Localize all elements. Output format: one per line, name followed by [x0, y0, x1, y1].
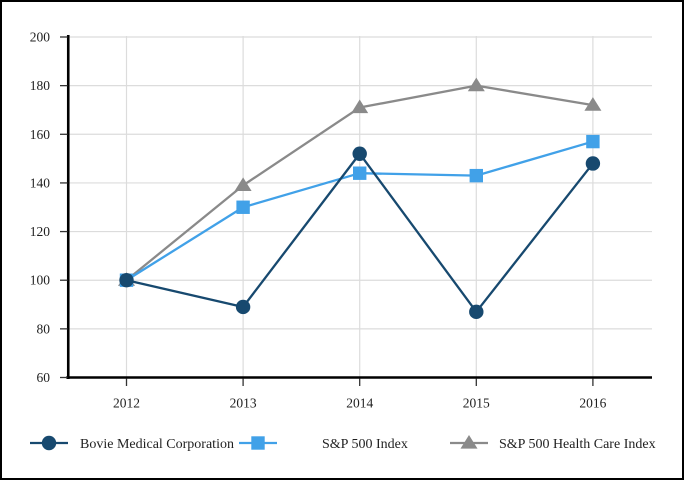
circle-marker-bovie-medical-corporation [119, 273, 134, 288]
legend-circle-marker-bovie-medical-corporation [41, 435, 57, 451]
square-marker-s-p-500-index [586, 134, 600, 149]
legend-triangle-marker-s-p-500-health-care-index [460, 435, 478, 449]
x-tick-label: 2012 [113, 396, 140, 411]
circle-marker-bovie-medical-corporation [469, 304, 484, 320]
legend-square-marker-s-p-500-index [251, 436, 265, 450]
legend-label-s-p-500-index: S&P 500 Index [322, 437, 408, 452]
legend-label-bovie-medical-corporation: Bovie Medical Corporation [80, 437, 234, 452]
square-marker-s-p-500-index [353, 166, 367, 180]
circle-marker-bovie-medical-corporation [235, 299, 251, 315]
y-tick-label: 140 [30, 175, 51, 190]
triangle-marker-s-p-500-health-care-index [467, 77, 485, 92]
triangle-marker-s-p-500-health-care-index [234, 177, 252, 191]
x-tick-label: 2013 [230, 396, 257, 411]
circle-marker-bovie-medical-corporation [585, 156, 601, 171]
circle-marker-bovie-medical-corporation [352, 146, 367, 161]
y-tick-label: 180 [30, 78, 51, 93]
legend-label-s-p-500-health-care-index: S&P 500 Health Care Index [499, 437, 656, 452]
square-marker-s-p-500-index [236, 200, 250, 214]
triangle-marker-s-p-500-health-care-index [584, 97, 602, 111]
x-tick-label: 2015 [463, 396, 490, 411]
y-tick-label: 60 [37, 370, 51, 385]
y-tick-label: 120 [30, 224, 51, 239]
triangle-marker-s-p-500-health-care-index [351, 99, 369, 114]
x-tick-label: 2016 [579, 396, 606, 411]
y-tick-label: 200 [30, 30, 51, 45]
y-tick-label: 160 [30, 127, 51, 142]
y-tick-label: 80 [37, 321, 51, 336]
square-marker-s-p-500-index [469, 168, 483, 183]
x-tick-label: 2014 [346, 396, 373, 411]
y-tick-label: 100 [30, 273, 51, 288]
